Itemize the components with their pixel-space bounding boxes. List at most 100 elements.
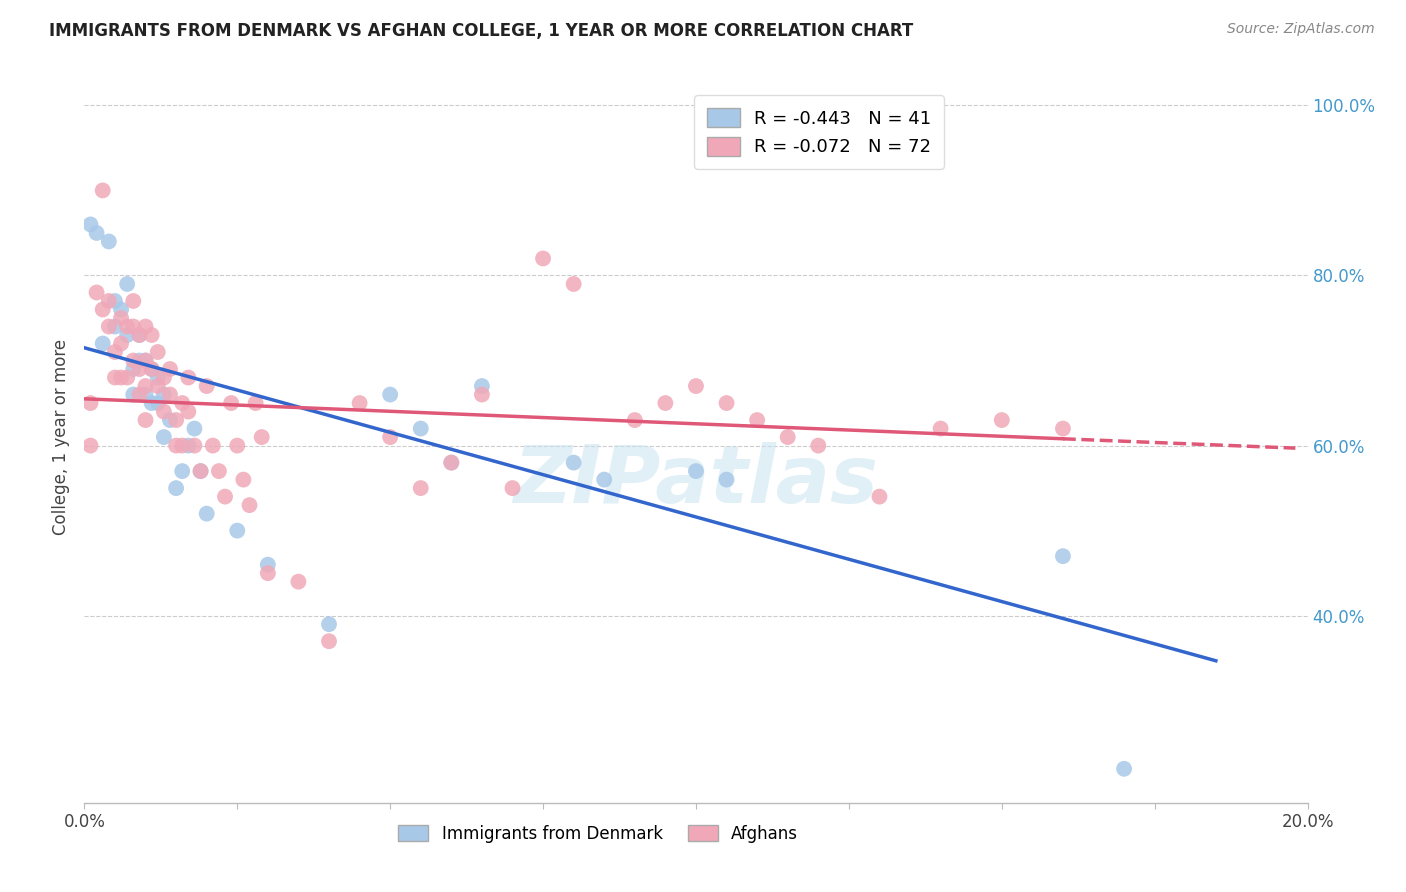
Point — [471, 387, 494, 401]
Point — [97, 319, 120, 334]
Point — [91, 183, 114, 197]
Point — [141, 362, 163, 376]
Point — [79, 439, 101, 453]
Point — [153, 430, 176, 444]
Text: IMMIGRANTS FROM DENMARK VS AFGHAN COLLEGE, 1 YEAR OR MORE CORRELATION CHART: IMMIGRANTS FROM DENMARK VS AFGHAN COLLEG… — [49, 22, 914, 40]
Point — [91, 302, 114, 317]
Point — [245, 396, 267, 410]
Point — [502, 481, 524, 495]
Point — [97, 235, 120, 249]
Point — [91, 336, 114, 351]
Point — [122, 319, 145, 334]
Point — [135, 413, 157, 427]
Point — [177, 404, 200, 418]
Point — [318, 617, 340, 632]
Point — [440, 456, 463, 470]
Point — [562, 456, 585, 470]
Point — [685, 379, 707, 393]
Legend: Immigrants from Denmark, Afghans: Immigrants from Denmark, Afghans — [391, 818, 804, 849]
Point — [165, 481, 187, 495]
Point — [122, 387, 145, 401]
Point — [869, 490, 891, 504]
Point — [201, 439, 224, 453]
Point — [115, 319, 138, 334]
Point — [807, 439, 830, 453]
Point — [1052, 421, 1074, 435]
Point — [110, 302, 132, 317]
Point — [208, 464, 231, 478]
Point — [135, 379, 157, 393]
Point — [146, 345, 169, 359]
Point — [159, 387, 181, 401]
Point — [141, 396, 163, 410]
Text: ZIPatlas: ZIPatlas — [513, 442, 879, 520]
Point — [685, 464, 707, 478]
Point — [1052, 549, 1074, 563]
Point — [195, 379, 218, 393]
Point — [135, 353, 157, 368]
Point — [115, 277, 138, 291]
Point — [226, 439, 249, 453]
Point — [214, 490, 236, 504]
Point — [219, 396, 242, 410]
Point — [177, 370, 200, 384]
Point — [135, 353, 157, 368]
Point — [122, 293, 145, 308]
Point — [122, 353, 145, 368]
Text: Source: ZipAtlas.com: Source: ZipAtlas.com — [1227, 22, 1375, 37]
Point — [159, 413, 181, 427]
Point — [128, 387, 150, 401]
Point — [141, 362, 163, 376]
Point — [86, 285, 108, 300]
Point — [318, 634, 340, 648]
Point — [79, 396, 101, 410]
Point — [110, 336, 132, 351]
Point — [287, 574, 309, 589]
Point — [128, 328, 150, 343]
Point — [380, 387, 402, 401]
Point — [177, 439, 200, 453]
Point — [135, 319, 157, 334]
Point — [159, 362, 181, 376]
Point — [104, 293, 127, 308]
Point — [226, 524, 249, 538]
Point — [593, 473, 616, 487]
Point — [440, 456, 463, 470]
Point — [190, 464, 212, 478]
Point — [991, 413, 1014, 427]
Point — [195, 507, 218, 521]
Point — [104, 319, 127, 334]
Point — [97, 293, 120, 308]
Point — [146, 379, 169, 393]
Point — [716, 396, 738, 410]
Point — [172, 464, 194, 478]
Point — [654, 396, 676, 410]
Point — [128, 362, 150, 376]
Point — [141, 328, 163, 343]
Point — [79, 218, 101, 232]
Point — [349, 396, 371, 410]
Point — [153, 370, 176, 384]
Point — [624, 413, 647, 427]
Point — [183, 421, 205, 435]
Point — [110, 370, 132, 384]
Point — [929, 421, 952, 435]
Point — [747, 413, 769, 427]
Point — [257, 558, 280, 572]
Point — [409, 481, 432, 495]
Point — [776, 430, 799, 444]
Point — [128, 353, 150, 368]
Point — [146, 370, 169, 384]
Point — [115, 370, 138, 384]
Point — [172, 439, 194, 453]
Point — [250, 430, 273, 444]
Point — [232, 473, 254, 487]
Point — [183, 439, 205, 453]
Point — [128, 328, 150, 343]
Point — [165, 439, 187, 453]
Point — [146, 396, 169, 410]
Point — [531, 252, 554, 266]
Point — [86, 226, 108, 240]
Point — [104, 370, 127, 384]
Point — [562, 277, 585, 291]
